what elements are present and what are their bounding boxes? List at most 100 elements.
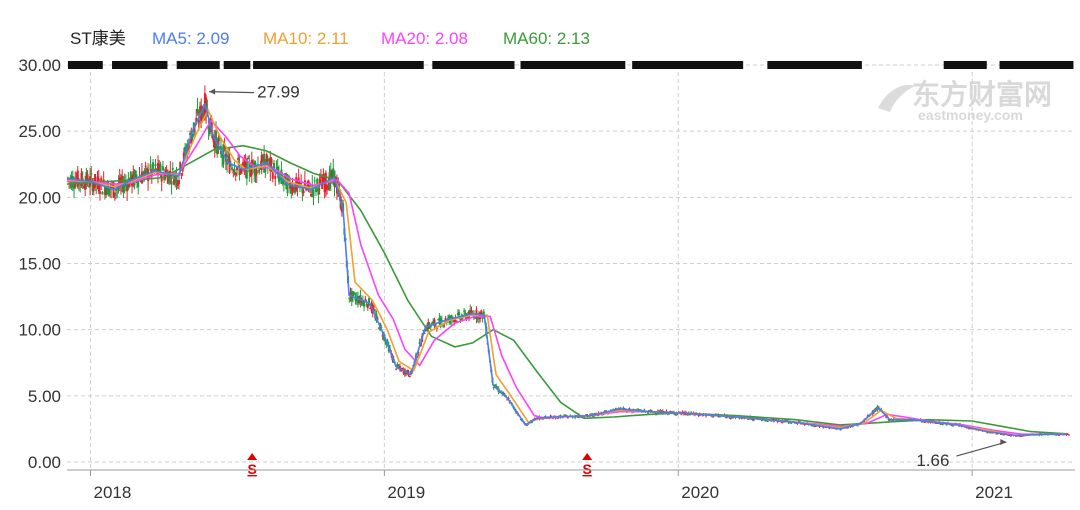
candle-body <box>105 189 108 196</box>
y-tick-label: 15.00 <box>18 255 61 274</box>
event-dot <box>706 61 711 69</box>
event-dot <box>976 61 981 69</box>
candle-body <box>459 317 462 321</box>
event-dot <box>405 61 410 69</box>
event-dot <box>592 61 597 69</box>
event-dot <box>74 61 79 69</box>
event-dot <box>242 61 247 69</box>
event-dot <box>693 61 698 69</box>
event-dot <box>1015 61 1020 69</box>
candle-body <box>643 409 646 411</box>
event-dot <box>679 61 684 69</box>
event-dot <box>792 61 797 69</box>
event-dot <box>302 61 307 69</box>
y-tick-label: 20.00 <box>18 188 61 207</box>
candle-body <box>234 173 237 176</box>
candle-body <box>402 370 405 374</box>
event-dot <box>665 61 670 69</box>
event-dot <box>209 61 214 69</box>
event-dot <box>195 61 200 69</box>
event-dot <box>1001 61 1006 69</box>
event-dot <box>640 61 645 69</box>
event-dot <box>357 61 362 69</box>
event-dot <box>244 61 249 69</box>
event-dot <box>483 61 488 69</box>
candle-body <box>326 186 329 190</box>
candle-body <box>91 181 94 192</box>
candle-body <box>94 174 97 188</box>
event-dot <box>370 61 375 69</box>
candle-body <box>408 375 411 378</box>
event-dot <box>1005 61 1010 69</box>
event-dot <box>563 61 568 69</box>
event-dot <box>847 61 852 69</box>
event-dot <box>444 61 449 69</box>
event-dot <box>787 61 792 69</box>
event-dot <box>413 61 418 69</box>
candle-body <box>790 422 793 424</box>
candle-body <box>90 173 93 175</box>
event-dot <box>126 61 131 69</box>
event-dot <box>590 61 595 69</box>
legend-item: MA5: 2.09 <box>152 29 230 48</box>
grid-lines <box>67 64 1075 470</box>
candle-body <box>118 177 121 188</box>
candle-body <box>688 414 691 416</box>
event-dot <box>960 61 965 69</box>
event-dot <box>136 61 141 69</box>
candle-body <box>228 157 231 173</box>
candle-body <box>280 169 283 180</box>
event-dot <box>475 61 480 69</box>
event-dot <box>452 61 457 69</box>
event-dot <box>972 61 977 69</box>
event-dot <box>638 61 643 69</box>
event-dot <box>698 61 703 69</box>
event-dot <box>644 61 649 69</box>
event-dot <box>1048 61 1053 69</box>
event-dot <box>802 61 807 69</box>
event-dot <box>1018 61 1023 69</box>
x-tick-label: 2020 <box>681 483 719 502</box>
event-dot <box>945 61 950 69</box>
candle-body <box>617 407 620 409</box>
event-dot <box>737 61 742 69</box>
candle-body <box>365 304 368 306</box>
event-dot <box>72 61 77 69</box>
event-dot <box>689 61 694 69</box>
candle-body <box>455 320 458 322</box>
event-dot <box>231 61 236 69</box>
candle-body <box>191 133 194 137</box>
event-dot <box>1028 61 1033 69</box>
candle-body <box>316 178 319 185</box>
event-dot <box>814 61 819 69</box>
event-dot <box>1057 61 1062 69</box>
candle-body <box>697 414 700 416</box>
event-dot <box>677 61 682 69</box>
candle-body <box>1065 433 1068 435</box>
candle-body <box>319 176 322 178</box>
candle-body <box>129 171 132 181</box>
candle-body <box>348 297 351 299</box>
event-dot <box>450 61 455 69</box>
event-dot <box>636 61 641 69</box>
event-dot <box>345 61 350 69</box>
event-dot <box>634 61 639 69</box>
candle-body <box>273 162 276 169</box>
event-dot <box>477 61 482 69</box>
watermark-cn: 东方财富网 <box>912 78 1052 110</box>
candle-body <box>368 297 371 306</box>
event-dot <box>265 61 270 69</box>
event-dot <box>728 61 733 69</box>
event-dot <box>968 61 973 69</box>
candle-body <box>811 425 814 427</box>
event-dot <box>459 61 464 69</box>
event-dot <box>182 61 187 69</box>
event-dot <box>211 61 216 69</box>
event-dot <box>1032 61 1037 69</box>
event-dot <box>448 61 453 69</box>
candle-body <box>526 425 529 427</box>
event-dot <box>506 61 511 69</box>
event-dot <box>140 61 145 69</box>
event-dot <box>596 61 601 69</box>
